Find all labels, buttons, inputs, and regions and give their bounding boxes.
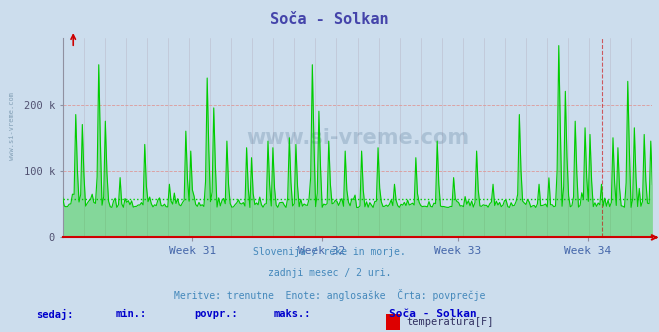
Text: www.si-vreme.com: www.si-vreme.com	[9, 92, 14, 160]
Text: zadnji mesec / 2 uri.: zadnji mesec / 2 uri.	[268, 268, 391, 278]
Text: povpr.:: povpr.:	[194, 309, 238, 319]
Text: Slovenija / reke in morje.: Slovenija / reke in morje.	[253, 247, 406, 257]
Text: Meritve: trenutne  Enote: anglosaške  Črta: povprečje: Meritve: trenutne Enote: anglosaške Črta…	[174, 289, 485, 300]
Text: maks.:: maks.:	[273, 309, 311, 319]
Text: min.:: min.:	[115, 309, 146, 319]
Text: Soča - Solkan: Soča - Solkan	[270, 12, 389, 27]
Text: temperatura[F]: temperatura[F]	[407, 317, 494, 327]
Text: www.si-vreme.com: www.si-vreme.com	[246, 128, 469, 148]
Text: Soča - Solkan: Soča - Solkan	[389, 309, 476, 319]
Text: sedaj:: sedaj:	[36, 309, 74, 320]
